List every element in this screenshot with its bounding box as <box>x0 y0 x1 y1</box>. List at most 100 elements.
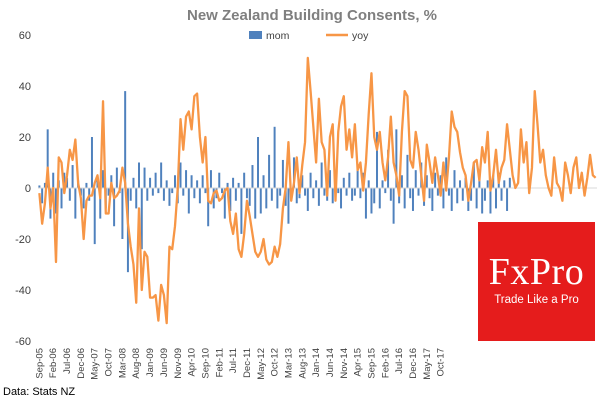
mom-bar <box>93 188 96 245</box>
mom-bar <box>157 188 160 194</box>
mom-bar <box>270 188 273 201</box>
x-tick-label: Oct-07 <box>104 348 115 377</box>
mom-bar <box>320 162 323 188</box>
mom-bar <box>304 188 307 196</box>
mom-bar <box>52 172 55 188</box>
x-tick-label: Dec-06 <box>76 348 87 379</box>
mom-bar <box>245 188 248 199</box>
x-tick-label: Oct-12 <box>270 348 281 377</box>
mom-bar <box>162 188 165 201</box>
mom-bar <box>428 188 431 199</box>
mom-bar <box>447 188 450 196</box>
mom-bar <box>204 188 207 194</box>
mom-bar <box>331 188 334 204</box>
mom-bar <box>43 182 46 188</box>
mom-bar <box>124 91 127 188</box>
logo-name: FxPro <box>488 251 585 293</box>
mom-bar <box>301 175 304 188</box>
x-tick-label: May-17 <box>422 348 433 380</box>
mom-bar <box>138 162 140 188</box>
mom-bar <box>284 188 287 206</box>
mom-bar <box>431 188 434 211</box>
mom-bar <box>129 188 132 201</box>
mom-bar <box>328 170 331 188</box>
mom-bar <box>74 188 77 219</box>
mom-bar <box>436 188 439 196</box>
mom-bar <box>500 188 503 201</box>
mom-bar <box>71 165 74 188</box>
mom-bar <box>201 175 204 188</box>
mom-bar <box>132 177 135 188</box>
mom-bar <box>351 188 354 201</box>
x-tick-label: Aug-08 <box>131 348 142 379</box>
x-tick-label: Feb-11 <box>214 348 225 377</box>
x-tick-label: Jun-14 <box>325 348 336 377</box>
mom-bar <box>411 188 414 211</box>
mom-bar <box>276 188 279 209</box>
mom-bar <box>187 188 190 214</box>
x-tick-label: Jun-09 <box>159 348 170 377</box>
mom-bar <box>281 159 284 188</box>
mom-bar <box>82 188 85 209</box>
mom-bar <box>406 154 409 188</box>
mom-bar <box>403 188 406 209</box>
mom-bar <box>90 137 93 188</box>
mom-bar <box>472 162 475 188</box>
mom-bar <box>135 188 138 209</box>
mom-bar <box>323 188 326 196</box>
mom-bar <box>115 167 118 188</box>
mom-bar <box>340 188 343 209</box>
y-tick-label: -20 <box>15 234 31 246</box>
x-tick-label: Sep-10 <box>200 348 211 379</box>
mom-bar <box>348 172 351 188</box>
y-tick-label: 20 <box>19 132 31 144</box>
mom-bar <box>359 188 362 199</box>
mom-bar <box>198 188 201 204</box>
x-tick-label: Sep-15 <box>366 348 377 379</box>
mom-bar <box>353 188 356 196</box>
mom-bar <box>312 188 315 199</box>
x-tick-label: May-12 <box>256 348 267 380</box>
mom-bar <box>254 188 257 219</box>
mom-bar <box>41 188 44 204</box>
mom-bar <box>237 182 240 188</box>
mom-bar <box>248 188 251 206</box>
mom-bar <box>384 188 387 194</box>
x-tick-label: Mar-08 <box>117 348 128 378</box>
mom-bar <box>190 175 193 188</box>
x-tick-label: Aug-13 <box>297 348 308 379</box>
mom-bar <box>279 188 282 196</box>
mom-bar <box>107 188 110 196</box>
y-tick-label: 40 <box>19 81 31 93</box>
x-tick-label: Jul-11 <box>228 348 239 373</box>
mom-bar <box>309 172 312 188</box>
mom-bar <box>66 177 69 188</box>
mom-bar <box>179 162 182 188</box>
mom-bar <box>38 185 41 188</box>
mom-bar <box>171 188 174 194</box>
mom-bar <box>102 170 105 188</box>
mom-bar <box>373 188 376 204</box>
mom-bar <box>68 188 71 201</box>
mom-bar <box>367 180 370 188</box>
mom-bar <box>185 170 188 188</box>
mom-bar <box>223 188 226 219</box>
x-tick-label: Jan-14 <box>311 348 322 377</box>
mom-bar <box>46 129 49 188</box>
mom-bar <box>60 188 63 209</box>
mom-bar <box>442 188 445 209</box>
x-tick-label: Feb-06 <box>48 348 59 378</box>
mom-bar <box>143 167 146 188</box>
mom-bar <box>481 188 484 214</box>
x-tick-label: Nov-09 <box>173 348 184 379</box>
mom-bar <box>295 188 298 204</box>
mom-bar <box>196 180 199 188</box>
mom-bar <box>395 129 398 188</box>
mom-bar <box>273 126 276 188</box>
mom-bar <box>486 180 489 188</box>
mom-bar <box>470 188 473 201</box>
mom-bar <box>392 188 395 224</box>
mom-bar <box>140 188 143 250</box>
mom-bar <box>450 188 453 211</box>
